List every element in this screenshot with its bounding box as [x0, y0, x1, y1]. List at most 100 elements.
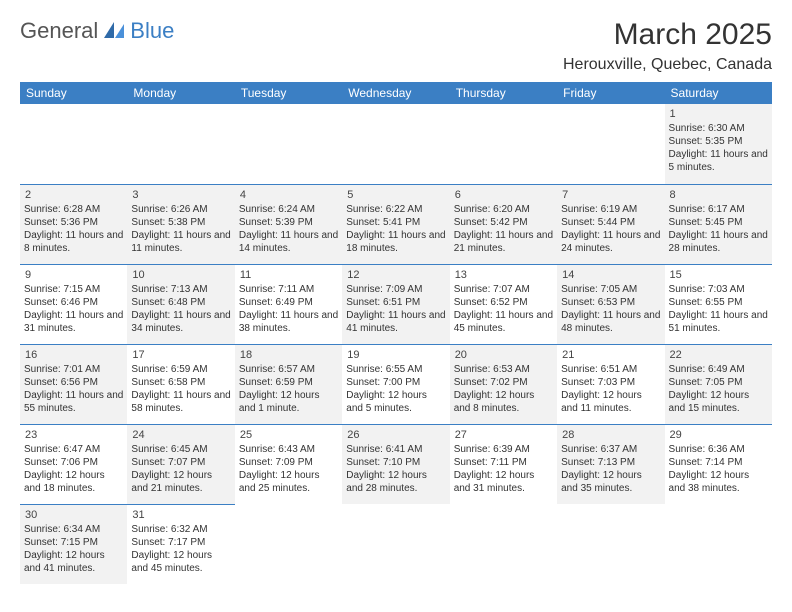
- calendar-row: 2Sunrise: 6:28 AMSunset: 5:36 PMDaylight…: [20, 184, 772, 264]
- day-number: 1: [669, 106, 768, 122]
- sunset-text: Sunset: 7:00 PM: [346, 376, 445, 389]
- calendar-cell: 5Sunrise: 6:22 AMSunset: 5:41 PMDaylight…: [342, 184, 449, 264]
- day-info: Sunrise: 6:17 AMSunset: 5:45 PMDaylight:…: [669, 203, 768, 255]
- daylight-text: Daylight: 12 hours and 38 minutes.: [669, 469, 768, 495]
- calendar-cell: [557, 504, 664, 584]
- location-subtitle: Herouxville, Quebec, Canada: [563, 56, 772, 74]
- day-info: Sunrise: 6:36 AMSunset: 7:14 PMDaylight:…: [669, 443, 768, 495]
- weekday-header: Friday: [557, 82, 664, 104]
- sunset-text: Sunset: 6:46 PM: [24, 296, 123, 309]
- daylight-text: Daylight: 12 hours and 41 minutes.: [24, 549, 123, 575]
- day-number: 8: [669, 187, 768, 203]
- day-number: 14: [561, 267, 660, 283]
- day-info: Sunrise: 6:26 AMSunset: 5:38 PMDaylight:…: [131, 203, 230, 255]
- calendar-table: SundayMondayTuesdayWednesdayThursdayFrid…: [20, 82, 772, 584]
- daylight-text: Daylight: 12 hours and 18 minutes.: [24, 469, 123, 495]
- calendar-cell: 17Sunrise: 6:59 AMSunset: 6:58 PMDayligh…: [127, 344, 234, 424]
- day-number: 2: [24, 187, 123, 203]
- sunrise-text: Sunrise: 7:11 AM: [239, 283, 338, 296]
- calendar-row: 30Sunrise: 6:34 AMSunset: 7:15 PMDayligh…: [20, 504, 772, 584]
- day-number: 29: [669, 427, 768, 443]
- calendar-cell: 10Sunrise: 7:13 AMSunset: 6:48 PMDayligh…: [127, 264, 234, 344]
- sunset-text: Sunset: 7:10 PM: [346, 456, 445, 469]
- day-info: Sunrise: 6:55 AMSunset: 7:00 PMDaylight:…: [346, 363, 445, 415]
- calendar-cell: 24Sunrise: 6:45 AMSunset: 7:07 PMDayligh…: [127, 424, 234, 504]
- day-number: 25: [239, 427, 338, 443]
- calendar-cell: 19Sunrise: 6:55 AMSunset: 7:00 PMDayligh…: [342, 344, 449, 424]
- sunrise-text: Sunrise: 6:19 AM: [561, 203, 660, 216]
- sunset-text: Sunset: 7:15 PM: [24, 536, 123, 549]
- day-info: Sunrise: 6:47 AMSunset: 7:06 PMDaylight:…: [24, 443, 123, 495]
- day-number: 13: [454, 267, 553, 283]
- calendar-cell: 25Sunrise: 6:43 AMSunset: 7:09 PMDayligh…: [235, 424, 342, 504]
- calendar-cell: 12Sunrise: 7:09 AMSunset: 6:51 PMDayligh…: [342, 264, 449, 344]
- calendar-row: 16Sunrise: 7:01 AMSunset: 6:56 PMDayligh…: [20, 344, 772, 424]
- calendar-cell: 3Sunrise: 6:26 AMSunset: 5:38 PMDaylight…: [127, 184, 234, 264]
- calendar-cell: 21Sunrise: 6:51 AMSunset: 7:03 PMDayligh…: [557, 344, 664, 424]
- weekday-header: Thursday: [450, 82, 557, 104]
- sunrise-text: Sunrise: 7:13 AM: [131, 283, 230, 296]
- calendar-cell: 30Sunrise: 6:34 AMSunset: 7:15 PMDayligh…: [20, 504, 127, 584]
- sunset-text: Sunset: 7:14 PM: [669, 456, 768, 469]
- sunset-text: Sunset: 7:07 PM: [131, 456, 230, 469]
- calendar-cell: 6Sunrise: 6:20 AMSunset: 5:42 PMDaylight…: [450, 184, 557, 264]
- day-number: 12: [346, 267, 445, 283]
- sunset-text: Sunset: 6:59 PM: [239, 376, 338, 389]
- day-info: Sunrise: 7:09 AMSunset: 6:51 PMDaylight:…: [346, 283, 445, 335]
- sunrise-text: Sunrise: 6:53 AM: [454, 363, 553, 376]
- sunrise-text: Sunrise: 6:24 AM: [239, 203, 338, 216]
- calendar-cell: [450, 504, 557, 584]
- calendar-cell: 27Sunrise: 6:39 AMSunset: 7:11 PMDayligh…: [450, 424, 557, 504]
- daylight-text: Daylight: 12 hours and 5 minutes.: [346, 389, 445, 415]
- calendar-cell: 29Sunrise: 6:36 AMSunset: 7:14 PMDayligh…: [665, 424, 772, 504]
- weekday-header: Tuesday: [235, 82, 342, 104]
- sunrise-text: Sunrise: 6:43 AM: [239, 443, 338, 456]
- logo-text-blue: Blue: [130, 18, 174, 44]
- sunrise-text: Sunrise: 7:05 AM: [561, 283, 660, 296]
- day-info: Sunrise: 6:37 AMSunset: 7:13 PMDaylight:…: [561, 443, 660, 495]
- day-info: Sunrise: 6:43 AMSunset: 7:09 PMDaylight:…: [239, 443, 338, 495]
- calendar-cell: 28Sunrise: 6:37 AMSunset: 7:13 PMDayligh…: [557, 424, 664, 504]
- calendar-cell: 18Sunrise: 6:57 AMSunset: 6:59 PMDayligh…: [235, 344, 342, 424]
- sunset-text: Sunset: 5:45 PM: [669, 216, 768, 229]
- day-info: Sunrise: 6:51 AMSunset: 7:03 PMDaylight:…: [561, 363, 660, 415]
- daylight-text: Daylight: 12 hours and 21 minutes.: [131, 469, 230, 495]
- calendar-cell: 14Sunrise: 7:05 AMSunset: 6:53 PMDayligh…: [557, 264, 664, 344]
- day-number: 7: [561, 187, 660, 203]
- calendar-cell: 31Sunrise: 6:32 AMSunset: 7:17 PMDayligh…: [127, 504, 234, 584]
- page-title: March 2025: [563, 18, 772, 52]
- calendar-row: 1Sunrise: 6:30 AMSunset: 5:35 PMDaylight…: [20, 104, 772, 184]
- logo-text-general: General: [20, 18, 98, 44]
- sunrise-text: Sunrise: 7:03 AM: [669, 283, 768, 296]
- sunset-text: Sunset: 6:48 PM: [131, 296, 230, 309]
- sunrise-text: Sunrise: 6:57 AM: [239, 363, 338, 376]
- sunset-text: Sunset: 7:06 PM: [24, 456, 123, 469]
- day-info: Sunrise: 6:19 AMSunset: 5:44 PMDaylight:…: [561, 203, 660, 255]
- sunset-text: Sunset: 6:51 PM: [346, 296, 445, 309]
- day-info: Sunrise: 6:59 AMSunset: 6:58 PMDaylight:…: [131, 363, 230, 415]
- day-info: Sunrise: 6:20 AMSunset: 5:42 PMDaylight:…: [454, 203, 553, 255]
- day-number: 3: [131, 187, 230, 203]
- day-info: Sunrise: 7:13 AMSunset: 6:48 PMDaylight:…: [131, 283, 230, 335]
- sunrise-text: Sunrise: 6:34 AM: [24, 523, 123, 536]
- header: General Blue March 2025 Herouxville, Que…: [20, 18, 772, 74]
- calendar-cell: 11Sunrise: 7:11 AMSunset: 6:49 PMDayligh…: [235, 264, 342, 344]
- calendar-cell: [235, 504, 342, 584]
- calendar-cell: 22Sunrise: 6:49 AMSunset: 7:05 PMDayligh…: [665, 344, 772, 424]
- calendar-cell: 23Sunrise: 6:47 AMSunset: 7:06 PMDayligh…: [20, 424, 127, 504]
- calendar-cell: [20, 104, 127, 184]
- daylight-text: Daylight: 12 hours and 8 minutes.: [454, 389, 553, 415]
- day-number: 31: [131, 507, 230, 523]
- daylight-text: Daylight: 11 hours and 18 minutes.: [346, 229, 445, 255]
- logo: General Blue: [20, 18, 174, 44]
- day-info: Sunrise: 6:39 AMSunset: 7:11 PMDaylight:…: [454, 443, 553, 495]
- day-info: Sunrise: 6:32 AMSunset: 7:17 PMDaylight:…: [131, 523, 230, 575]
- day-number: 6: [454, 187, 553, 203]
- calendar-cell: 4Sunrise: 6:24 AMSunset: 5:39 PMDaylight…: [235, 184, 342, 264]
- sunset-text: Sunset: 5:42 PM: [454, 216, 553, 229]
- daylight-text: Daylight: 12 hours and 11 minutes.: [561, 389, 660, 415]
- calendar-cell: [342, 504, 449, 584]
- sunrise-text: Sunrise: 6:59 AM: [131, 363, 230, 376]
- day-info: Sunrise: 6:41 AMSunset: 7:10 PMDaylight:…: [346, 443, 445, 495]
- daylight-text: Daylight: 12 hours and 35 minutes.: [561, 469, 660, 495]
